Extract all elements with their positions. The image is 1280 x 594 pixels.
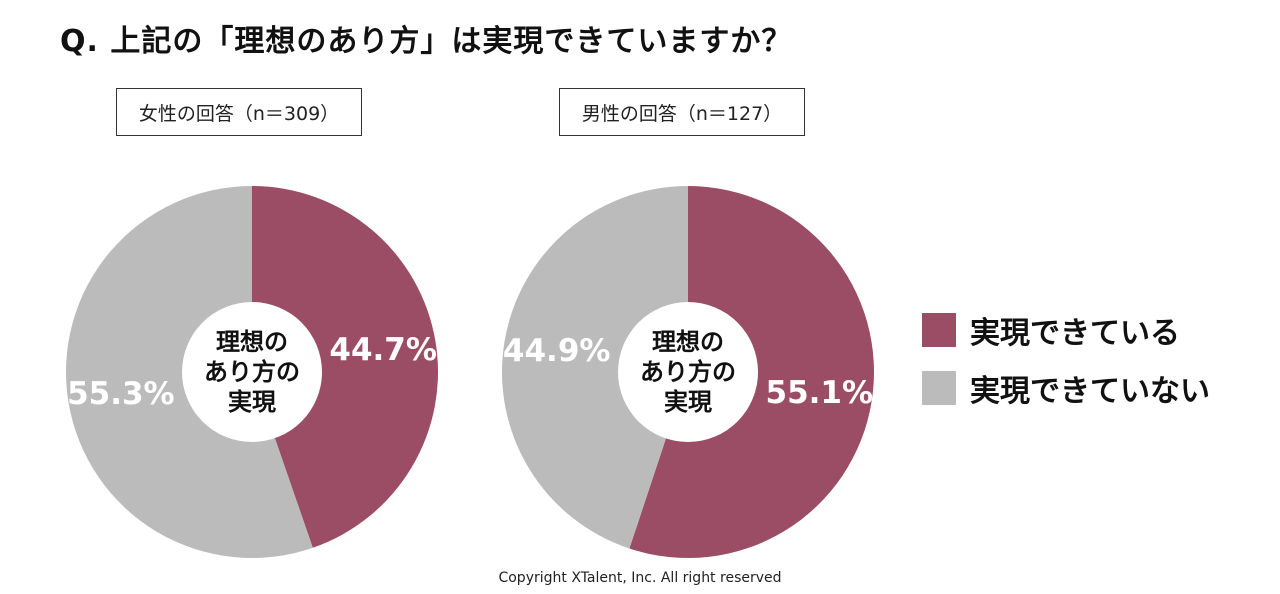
slice-value-label: 55.3% [67,376,175,412]
slice-value-label: 55.1% [766,375,874,411]
legend-swatch-not-realized [922,371,956,405]
legend-label-realized: 実現できている [970,316,1180,351]
donut-hole [182,302,322,442]
chart-title-male: 男性の回答（n＝127） [559,88,805,136]
legend: 実現できている 実現できていない [922,310,1210,426]
slice-value-label: 44.9% [503,333,611,369]
donut-center-label: 実現 [228,388,276,416]
slice-value-label: 44.7% [329,332,437,368]
donut-hole [618,302,758,442]
donut-center-label: 理想の [652,328,724,356]
donut-center-label: あり方の [204,358,300,386]
donut-center-label: 実現 [664,388,712,416]
pie-slice-realized [252,186,439,548]
legend-item-not-realized: 実現できていない [922,368,1210,409]
pie-slice-not-realized [502,186,688,549]
chart-title-female: 女性の回答（n＝309） [116,88,362,136]
copyright-text: Copyright XTalent, Inc. All right reserv… [498,570,782,586]
donut-center-label: 理想の [216,328,288,356]
legend-item-realized: 実現できている [922,310,1210,351]
legend-swatch-realized [922,313,956,347]
donut-center-label: あり方の [640,358,736,386]
page-title: Q. 上記の「理想のあり方」は実現できていますか？ [60,24,793,59]
legend-label-not-realized: 実現できていない [970,374,1210,409]
